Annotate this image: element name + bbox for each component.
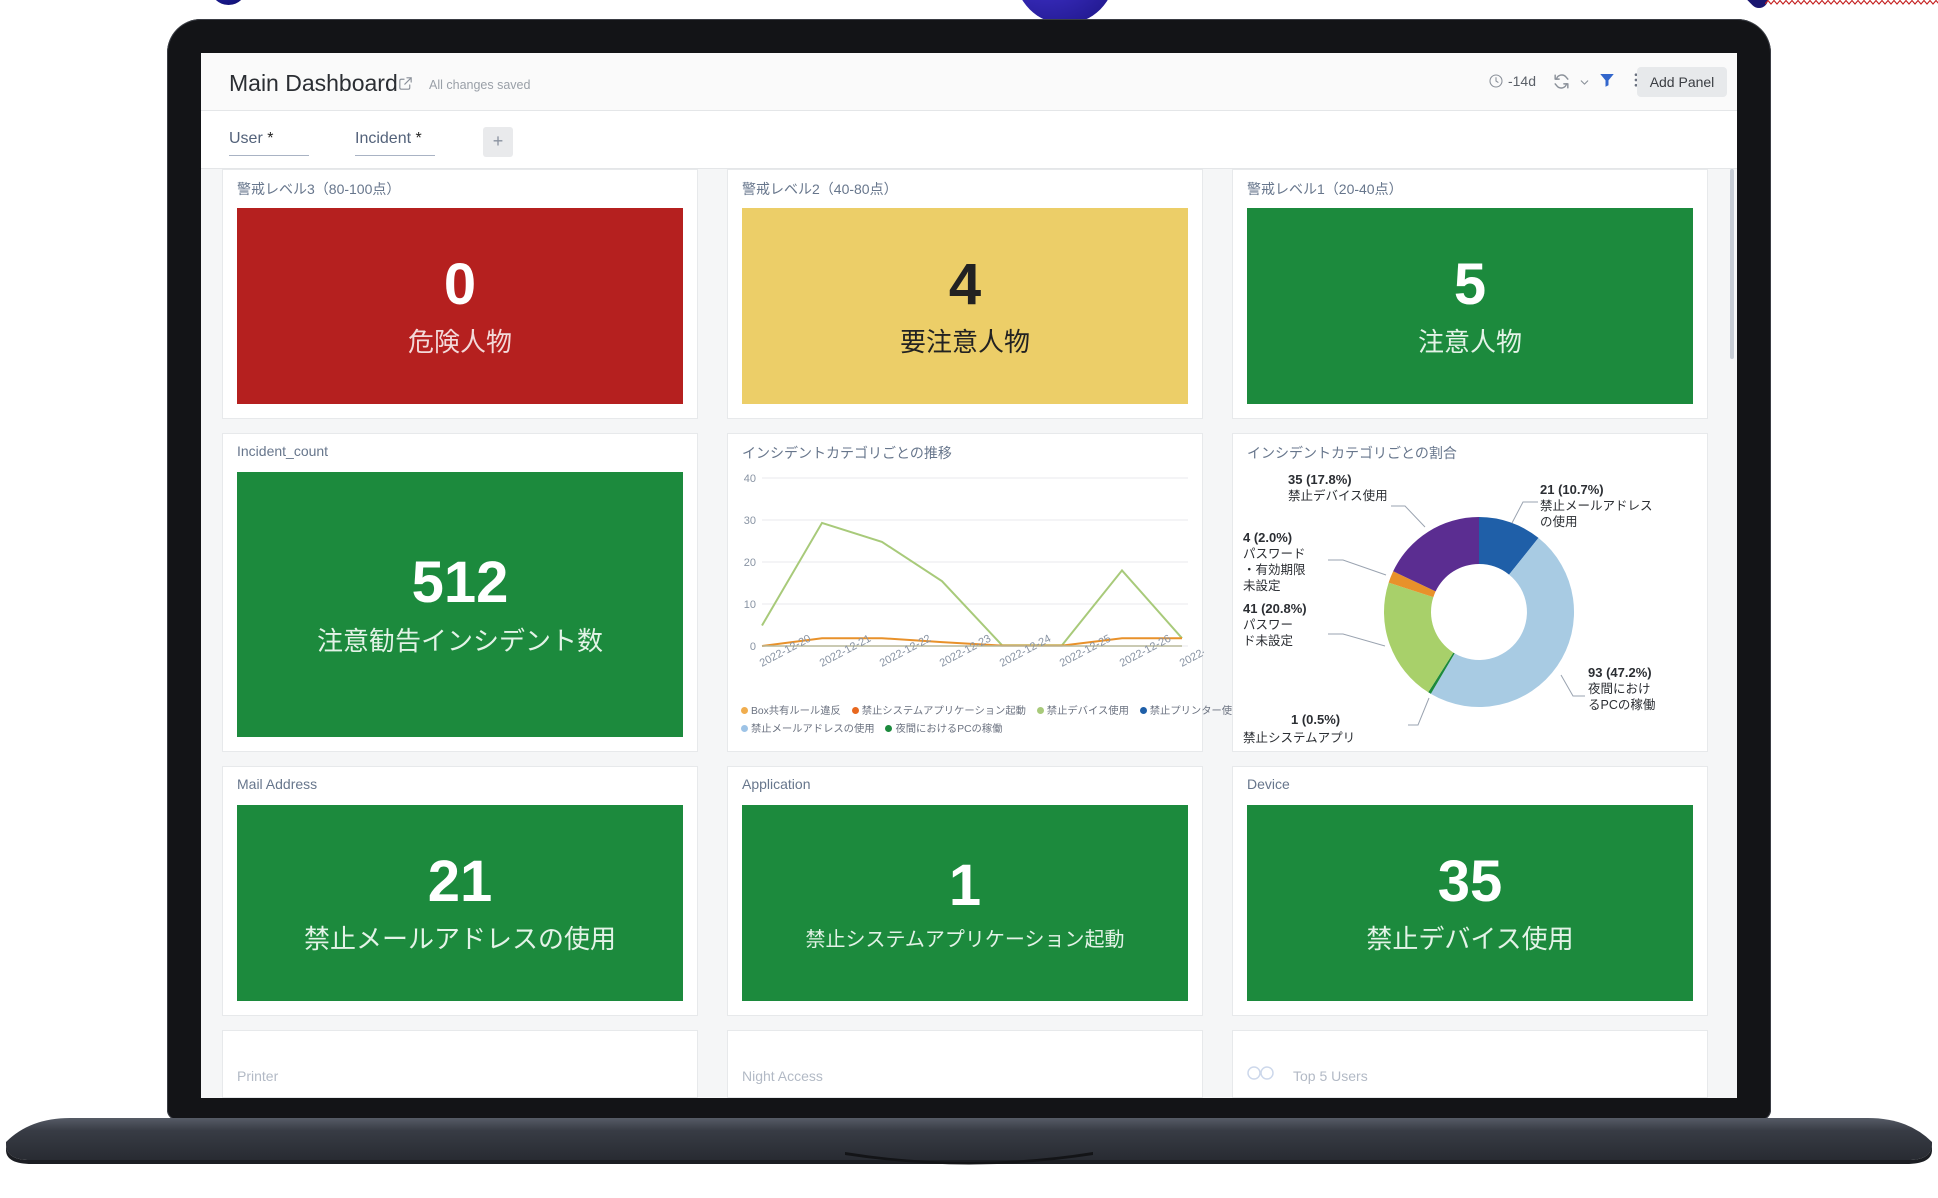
svg-text:るPCの稼働: るPCの稼働 (1588, 697, 1655, 712)
svg-text:パスワード: パスワード (1243, 547, 1306, 561)
svg-text:93 (47.2%): 93 (47.2%) (1588, 665, 1652, 680)
svg-text:1 (0.5%): 1 (0.5%) (1291, 712, 1340, 727)
svg-text:40: 40 (744, 473, 756, 485)
svg-text:10: 10 (744, 599, 756, 611)
svg-text:・有効期限: ・有効期限 (1243, 562, 1306, 577)
svg-text:30: 30 (744, 515, 756, 527)
svg-text:未設定: 未設定 (1243, 578, 1281, 593)
svg-text:ド未設定: ド未設定 (1243, 633, 1293, 648)
svg-text:0: 0 (750, 641, 756, 653)
svg-text:の使用: の使用 (1540, 514, 1578, 529)
svg-text:2022-12-25: 2022-12-25 (1058, 633, 1113, 670)
svg-text:4 (2.0%): 4 (2.0%) (1243, 530, 1292, 545)
svg-text:21 (10.7%): 21 (10.7%) (1540, 482, 1604, 497)
svg-text:2022-12-23: 2022-12-23 (938, 633, 993, 670)
svg-text:禁止メールアドレス: 禁止メールアドレス (1540, 499, 1653, 513)
svg-text:35 (17.8%): 35 (17.8%) (1288, 472, 1352, 487)
svg-text:2022-12-24: 2022-12-24 (998, 633, 1053, 670)
svg-text:20: 20 (744, 557, 756, 569)
svg-text:禁止デバイス使用: 禁止デバイス使用 (1288, 488, 1388, 503)
svg-text:パスワー: パスワー (1243, 618, 1293, 632)
svg-text:禁止システムアプリ: 禁止システムアプリ (1243, 731, 1355, 745)
svg-text:41 (20.8%): 41 (20.8%) (1243, 601, 1307, 616)
svg-text:夜間におけ: 夜間におけ (1588, 681, 1651, 696)
svg-text:2022-12-20: 2022-12-20 (758, 633, 813, 670)
